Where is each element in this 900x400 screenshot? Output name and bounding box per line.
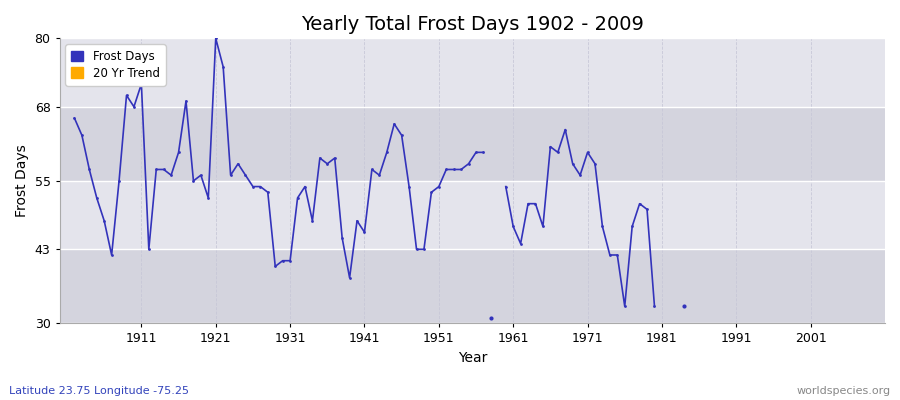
Bar (59, 38, 885, 107)
Text: worldspecies.org: worldspecies.org (796, 386, 891, 396)
Legend: Frost Days, 20 Yr Trend: Frost Days, 20 Yr Trend (66, 44, 166, 86)
Bar (59, 107, 885, 181)
Bar (59, 249, 885, 324)
Bar (59, 181, 885, 249)
X-axis label: Year: Year (457, 351, 487, 365)
Text: Latitude 23.75 Longitude -75.25: Latitude 23.75 Longitude -75.25 (9, 386, 189, 396)
Y-axis label: Frost Days: Frost Days (15, 144, 29, 217)
Title: Yearly Total Frost Days 1902 - 2009: Yearly Total Frost Days 1902 - 2009 (301, 15, 644, 34)
